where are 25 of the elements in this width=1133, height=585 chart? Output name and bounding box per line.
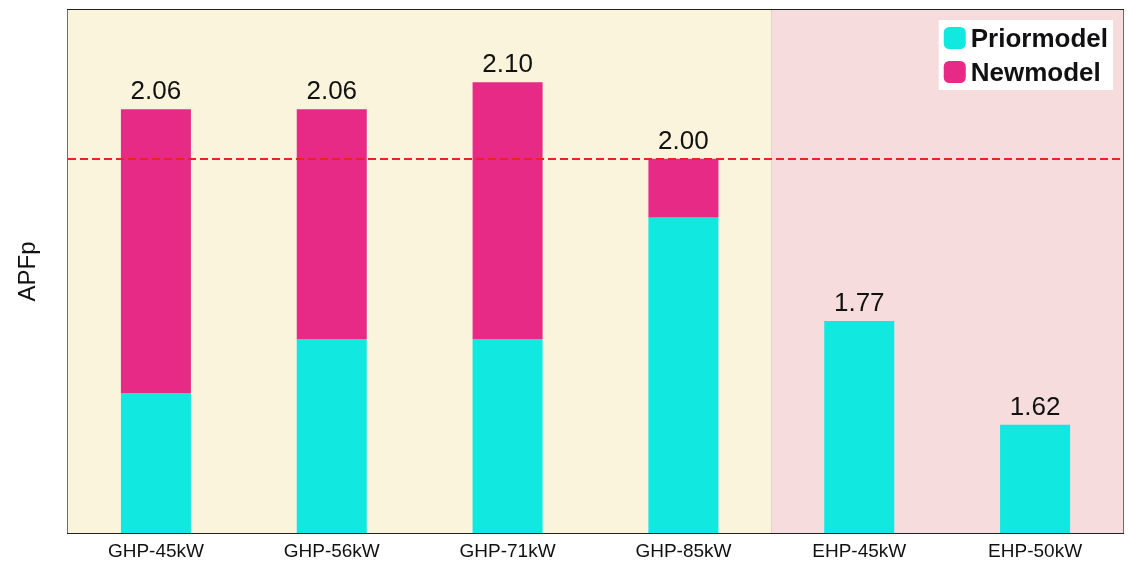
bar xyxy=(120,393,191,533)
legend-label: Newmodel xyxy=(970,57,1101,87)
x-tick-label: GHP-85kW xyxy=(635,540,732,561)
annotation: 2.10 xyxy=(482,48,533,79)
x-tick-label: GHP-45kW xyxy=(107,540,205,561)
bar xyxy=(472,82,543,340)
legend-label: Priormodel xyxy=(970,23,1108,53)
bar xyxy=(824,321,895,533)
annotation: 2.06 xyxy=(130,75,182,106)
bar xyxy=(648,158,719,218)
annotation: 2.00 xyxy=(658,124,709,155)
bar xyxy=(296,339,367,533)
annotation: 2.06 xyxy=(306,75,358,106)
bar xyxy=(296,109,367,340)
annotation: 1.77 xyxy=(833,287,885,318)
x-tick-label: GHP-71kW xyxy=(459,540,556,561)
annotation: 1.62 xyxy=(1009,390,1061,421)
x-tick-label: EHP-50kW xyxy=(988,540,1083,561)
bar xyxy=(1000,424,1071,533)
x-tick-label: GHP-56kW xyxy=(283,540,380,561)
bar xyxy=(648,217,719,533)
y-axis-title: APFp xyxy=(12,241,40,302)
bar xyxy=(472,339,543,533)
x-tick-label: EHP-45kW xyxy=(812,540,907,561)
bar xyxy=(120,109,191,394)
